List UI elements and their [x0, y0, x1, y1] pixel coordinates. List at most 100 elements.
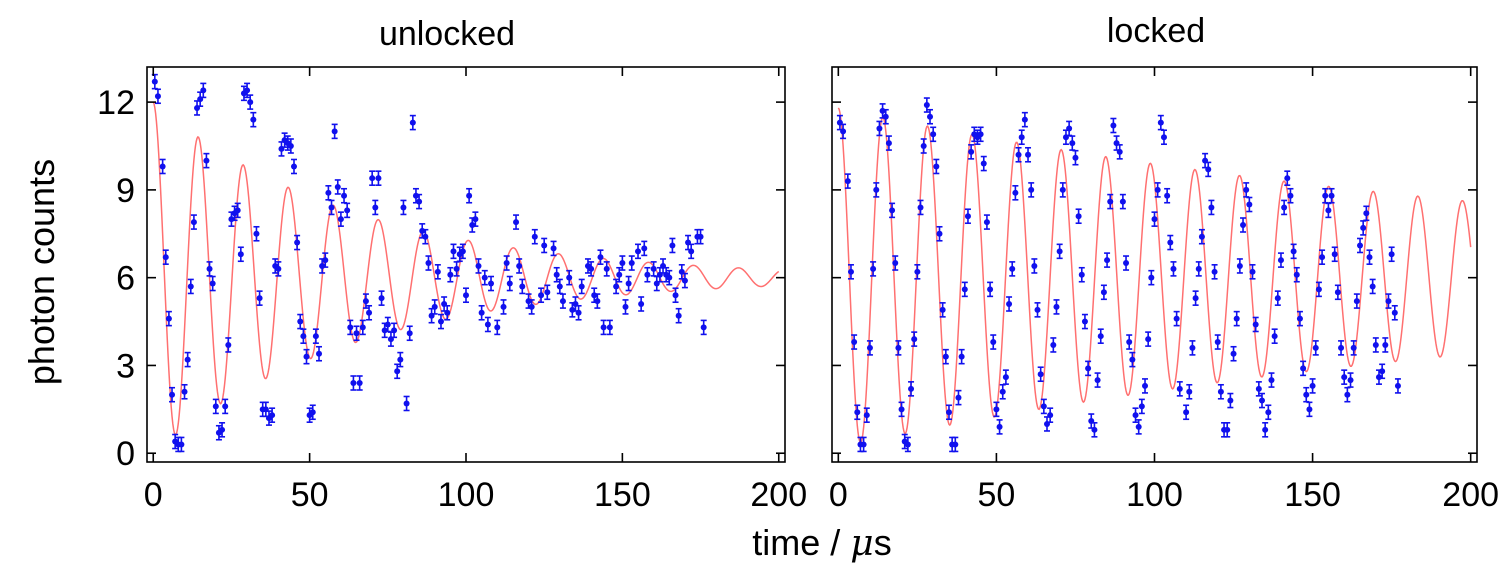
data-point [225, 337, 232, 353]
data-marker [394, 368, 401, 375]
data-marker [1059, 186, 1066, 193]
data-marker [222, 403, 229, 410]
data-marker [219, 426, 226, 433]
data-marker [1306, 406, 1313, 413]
data-marker [1192, 295, 1199, 302]
data-point [337, 211, 344, 227]
data-marker [225, 341, 232, 348]
data-marker [1233, 315, 1240, 322]
data-point [870, 261, 877, 277]
data-marker [1369, 283, 1376, 290]
data-point [1211, 264, 1218, 280]
data-marker [463, 292, 469, 299]
ticks-locked: 0 50 100 150 200 [829, 67, 1499, 514]
data-point [1160, 129, 1167, 146]
data-point [272, 258, 279, 274]
data-marker [1217, 388, 1224, 395]
data-point [506, 275, 513, 292]
data-marker [1249, 268, 1256, 275]
data-point [1306, 401, 1313, 418]
data-point [908, 381, 915, 397]
data-point [575, 304, 582, 321]
data-marker [641, 245, 648, 252]
data-point [917, 199, 924, 216]
data-marker [1176, 385, 1183, 392]
data-marker [1100, 289, 1107, 296]
data-point [635, 243, 642, 260]
data-point [372, 199, 379, 216]
data-point [287, 138, 294, 154]
data-marker [1183, 409, 1190, 416]
data-marker [1040, 403, 1047, 410]
y-tick-label: 9 [116, 172, 135, 210]
data-marker [638, 301, 645, 307]
x-tick-label: 100 [1126, 476, 1183, 514]
data-marker [1078, 271, 1085, 278]
data-point [1360, 220, 1367, 236]
data-point [475, 258, 482, 274]
data-point [356, 375, 363, 391]
data-point [1097, 328, 1104, 344]
data-point [1325, 202, 1332, 219]
data-point [1277, 252, 1284, 268]
data-point [1040, 398, 1047, 415]
data-marker [1353, 298, 1360, 305]
data-marker [1056, 248, 1063, 255]
data-point [578, 278, 585, 295]
data-marker [369, 175, 376, 182]
data-marker [1224, 426, 1231, 433]
data-marker [1015, 151, 1022, 158]
data-marker [1344, 391, 1351, 398]
data-point [653, 275, 660, 292]
data-marker [898, 406, 905, 413]
data-point [303, 348, 310, 365]
data-point [1031, 258, 1038, 274]
data-marker [870, 265, 877, 272]
data-marker [1211, 268, 1218, 275]
data-marker [863, 412, 870, 419]
panel-locked: locked 0 50 100 150 200 [829, 12, 1499, 514]
data-point [638, 296, 645, 312]
data-marker [1230, 350, 1237, 357]
data-marker [190, 219, 197, 226]
x-tick-label: 0 [829, 476, 848, 514]
data-marker [1069, 140, 1076, 147]
data-point [1059, 182, 1066, 198]
data-point [1034, 302, 1041, 318]
data-marker [1119, 198, 1126, 205]
data-point [1290, 243, 1297, 260]
data-marker [908, 385, 915, 392]
data-marker [1094, 377, 1101, 384]
data-marker [666, 274, 673, 281]
data-marker [290, 163, 297, 170]
data-point [920, 138, 927, 154]
data-marker [344, 207, 351, 214]
data-point [1021, 111, 1028, 128]
data-point [1388, 246, 1395, 263]
data-marker [987, 286, 994, 293]
data-point [964, 208, 971, 225]
data-point [873, 182, 880, 198]
data-marker [466, 192, 473, 199]
data-point [1363, 205, 1370, 222]
data-marker [184, 356, 191, 363]
data-point [939, 302, 946, 318]
data-marker [1331, 251, 1338, 258]
data-point [1078, 266, 1085, 283]
data-marker [844, 178, 851, 185]
data-point [334, 179, 341, 195]
data-marker [1360, 224, 1367, 231]
data-point [1154, 182, 1161, 198]
data-point [290, 158, 297, 175]
data-point [441, 296, 448, 312]
x-tick-label: 200 [750, 476, 807, 514]
data-marker [1151, 216, 1158, 223]
data-point [428, 307, 435, 324]
data-marker [1107, 198, 1114, 205]
data-marker [1170, 265, 1177, 272]
data-point [993, 401, 1000, 418]
data-marker [942, 353, 949, 360]
data-point [1382, 337, 1389, 353]
data-point [1066, 120, 1073, 137]
data-point [1006, 296, 1013, 312]
